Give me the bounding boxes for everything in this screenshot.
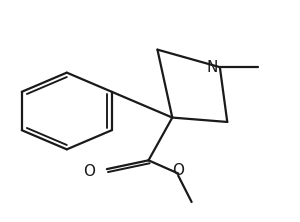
Text: N: N bbox=[207, 60, 218, 75]
Text: O: O bbox=[172, 163, 184, 178]
Text: O: O bbox=[83, 164, 95, 179]
